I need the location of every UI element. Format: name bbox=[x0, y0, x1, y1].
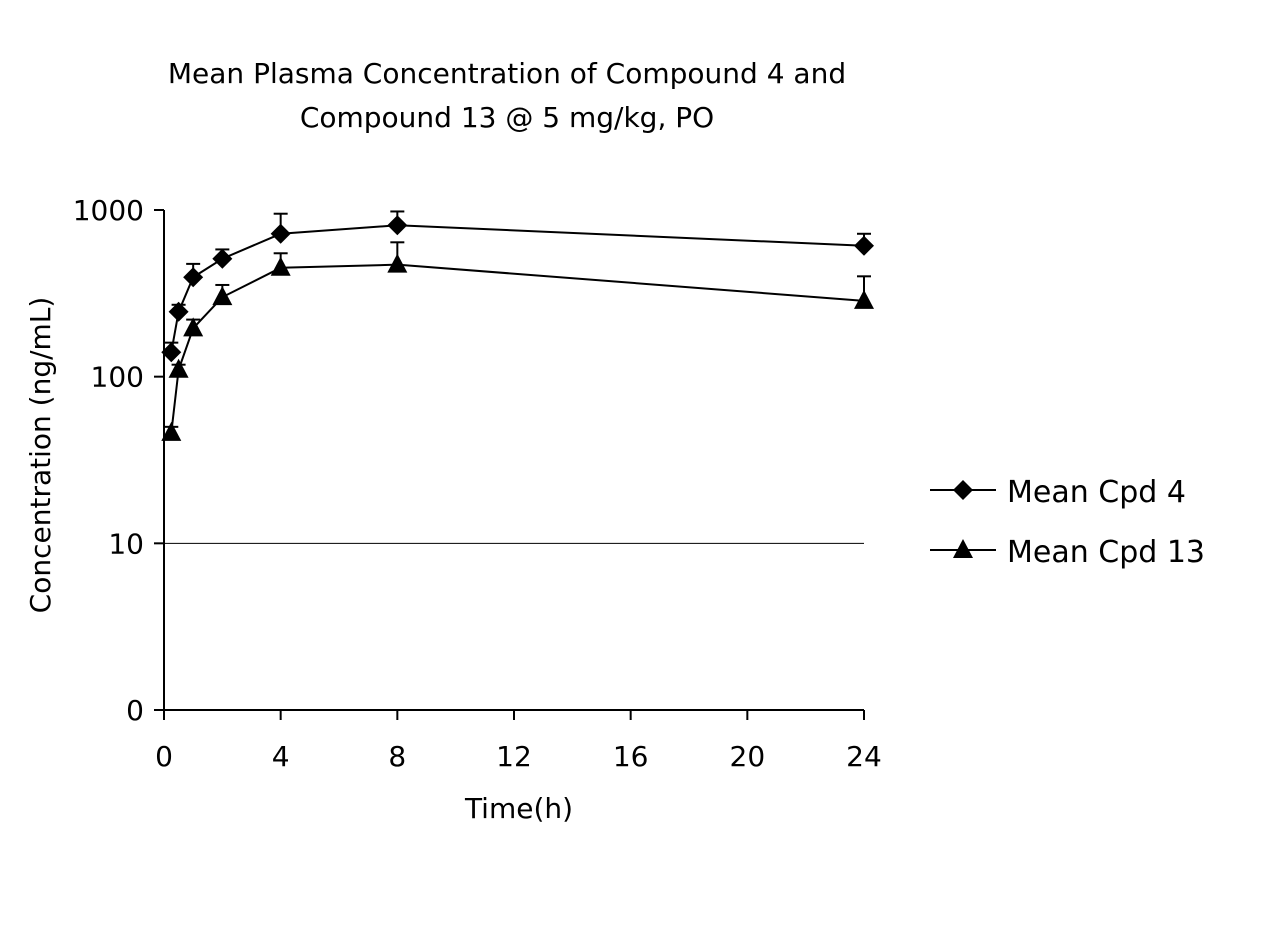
x-tick-label: 8 bbox=[388, 740, 406, 773]
data-point bbox=[387, 254, 407, 273]
data-point bbox=[212, 249, 232, 269]
data-point bbox=[271, 224, 291, 244]
legend-marker bbox=[953, 480, 973, 500]
legend-label: Mean Cpd 13 bbox=[1007, 535, 1205, 570]
x-tick-label: 16 bbox=[613, 740, 649, 773]
data-point bbox=[212, 286, 232, 305]
data-point bbox=[387, 215, 407, 235]
legend-marker bbox=[953, 539, 973, 558]
data-point bbox=[854, 236, 874, 256]
y-tick-label: 10 bbox=[108, 527, 144, 560]
y-tick-label: 0 bbox=[126, 694, 144, 727]
y-tick-label: 100 bbox=[91, 361, 144, 394]
series-2 bbox=[161, 242, 874, 441]
legend: Mean Cpd 4 Mean Cpd 13 bbox=[930, 475, 1205, 570]
legend-label: Mean Cpd 4 bbox=[1007, 475, 1186, 510]
data-point bbox=[271, 257, 291, 276]
x-tick-label: 20 bbox=[730, 740, 766, 773]
plot-area bbox=[161, 211, 874, 440]
x-tick-label: 0 bbox=[155, 740, 173, 773]
y-tick-label: 1000 bbox=[73, 194, 144, 227]
series-line bbox=[171, 265, 864, 433]
x-axis-label: Time(h) bbox=[464, 792, 573, 825]
y-axis-label: Concentration (ng/mL) bbox=[24, 297, 57, 614]
x-tick-label: 12 bbox=[496, 740, 532, 773]
data-point bbox=[183, 267, 203, 287]
series-1 bbox=[161, 211, 874, 362]
x-tick-label: 24 bbox=[846, 740, 882, 773]
series-line bbox=[171, 225, 864, 352]
x-tick-label: 4 bbox=[272, 740, 290, 773]
